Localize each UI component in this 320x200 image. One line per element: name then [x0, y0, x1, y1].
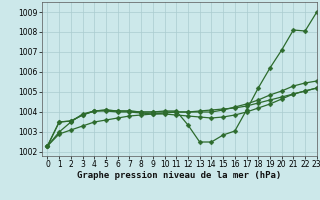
X-axis label: Graphe pression niveau de la mer (hPa): Graphe pression niveau de la mer (hPa)	[77, 171, 281, 180]
